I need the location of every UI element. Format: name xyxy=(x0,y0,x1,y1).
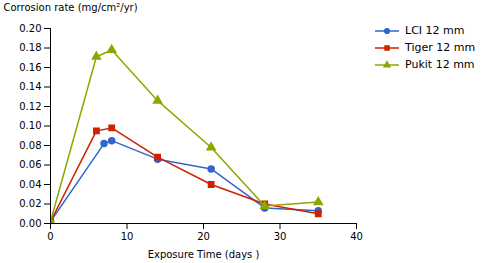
svg-text:0.08: 0.08 xyxy=(19,140,41,151)
svg-text:10: 10 xyxy=(121,231,134,242)
svg-text:0.10: 0.10 xyxy=(19,120,41,131)
svg-text:0.12: 0.12 xyxy=(19,101,41,112)
svg-text:0: 0 xyxy=(47,231,53,242)
svg-text:0.02: 0.02 xyxy=(19,198,41,209)
html-text:Tiger 12 mm: Tiger 12 mm xyxy=(405,41,476,54)
svg-text:20: 20 xyxy=(197,231,210,242)
svg-text:0.18: 0.18 xyxy=(19,42,41,53)
svg-text:0.06: 0.06 xyxy=(19,159,41,170)
svg-text:0.04: 0.04 xyxy=(19,179,41,190)
svg-text:Exposure Time (days ): Exposure Time (days ) xyxy=(148,249,260,260)
svg-text:0.16: 0.16 xyxy=(19,62,41,73)
svg-text:Corrosion rate (mg/cm²/yr): Corrosion rate (mg/cm²/yr) xyxy=(4,2,138,13)
svg-text:0.20: 0.20 xyxy=(19,23,41,34)
svg-text:30: 30 xyxy=(274,231,287,242)
html-text:Pukit 12 mm: Pukit 12 mm xyxy=(405,58,475,71)
svg-text:0.14: 0.14 xyxy=(19,81,41,92)
html-text:LCI 12 mm: LCI 12 mm xyxy=(405,24,465,37)
svg-text:0.00: 0.00 xyxy=(19,218,41,229)
svg-text:40: 40 xyxy=(350,231,363,242)
